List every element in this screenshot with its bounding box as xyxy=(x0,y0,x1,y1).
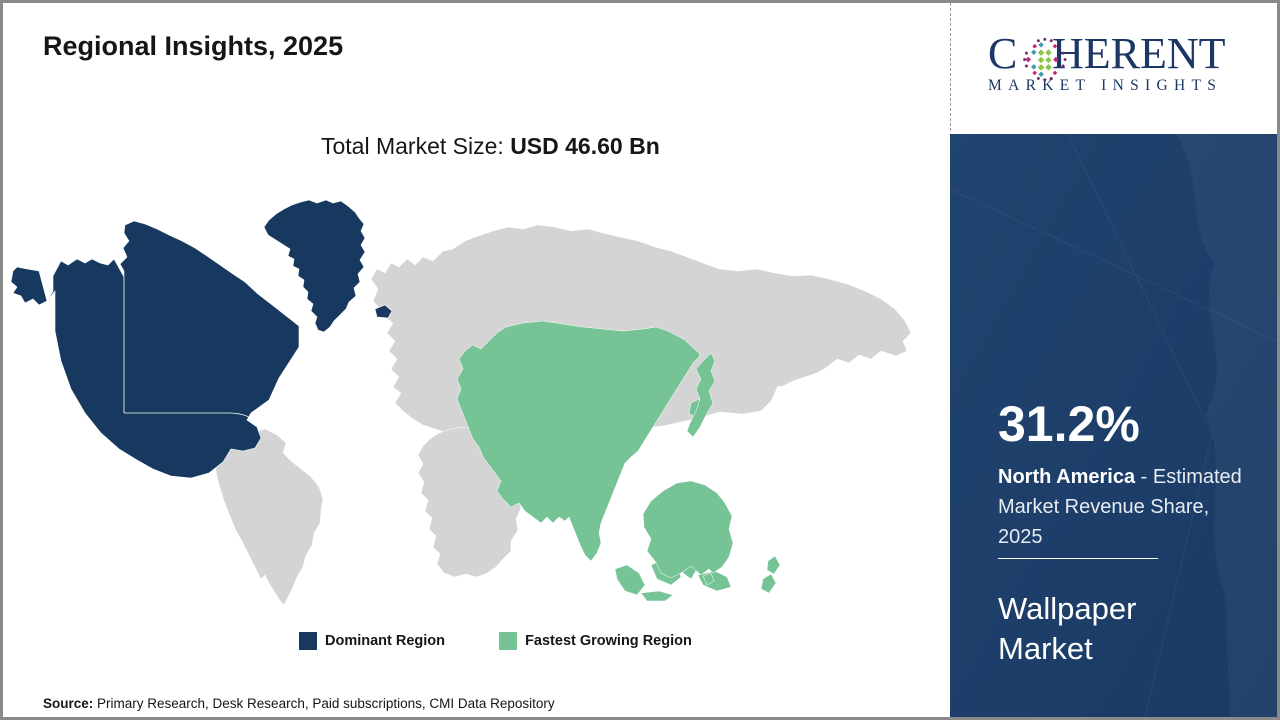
svg-text:C: C xyxy=(988,29,1017,78)
svg-text:MARKET INSIGHTS: MARKET INSIGHTS xyxy=(988,77,1222,94)
svg-text:HERENT: HERENT xyxy=(1052,29,1226,78)
